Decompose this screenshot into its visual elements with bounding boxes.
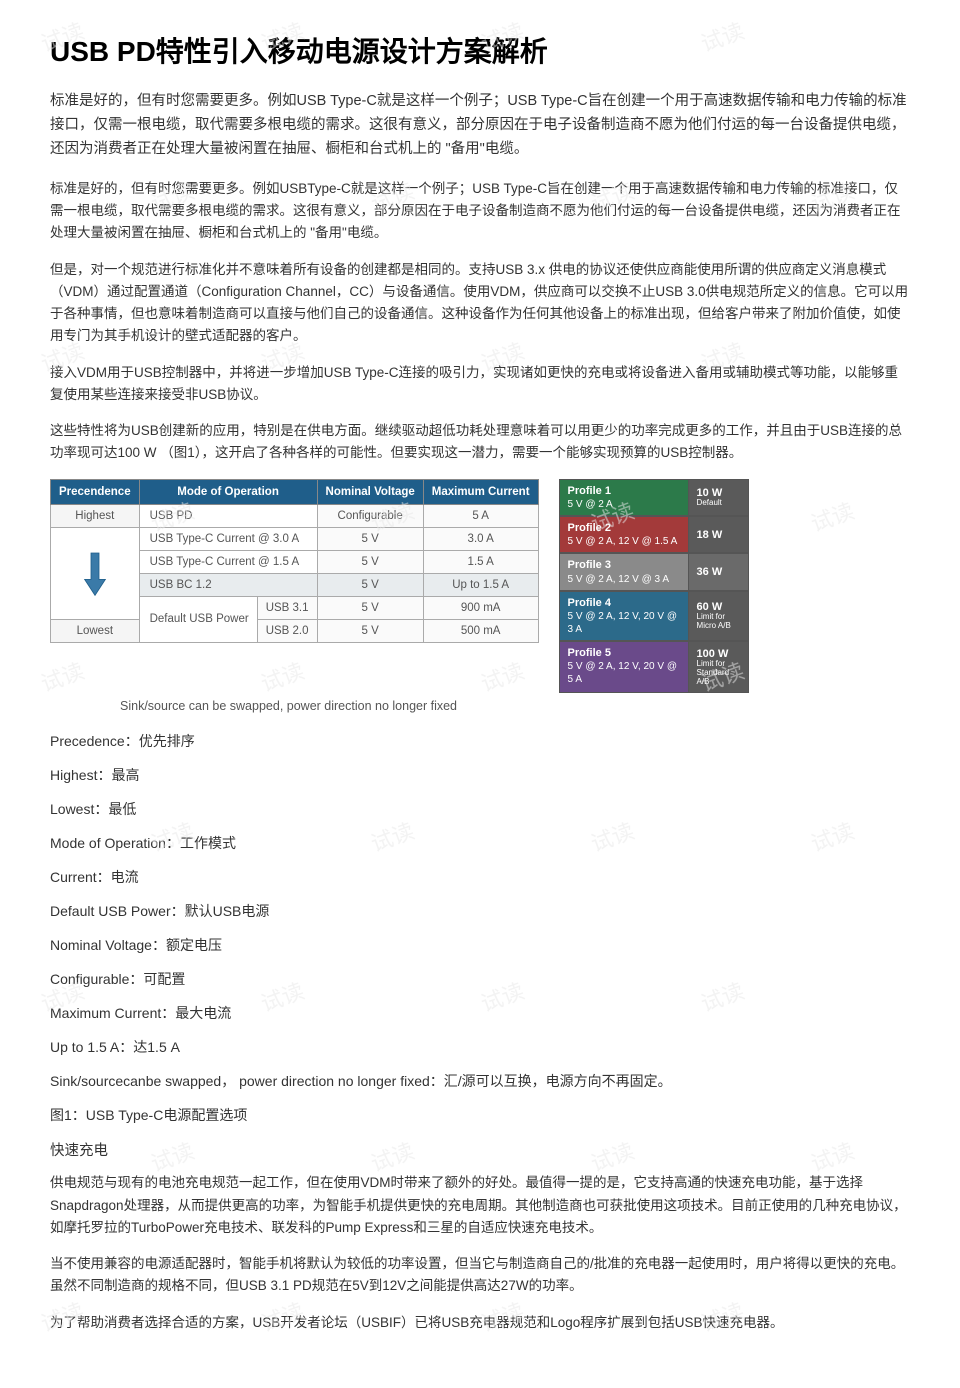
- cell-voltage: 5 V: [317, 527, 423, 550]
- paragraph: 当不使用兼容的电源适配器时，智能手机将默认为较低的功率设置，但当它与制造商自己的…: [50, 1253, 910, 1298]
- definition-line: Nominal Voltage：额定电压: [50, 935, 910, 955]
- cell-sub: USB 3.1: [257, 596, 317, 619]
- definition-line: Current：电流: [50, 867, 910, 887]
- profile-power: 100 WLimit for Standard A/B: [689, 641, 749, 693]
- definition-line: Configurable：可配置: [50, 969, 910, 989]
- paragraph: 标准是好的，但有时您需要更多。例如USB Type-C就是这样一个例子；USB …: [50, 90, 910, 162]
- profile-label: Profile 55 V @ 2 A, 12 V, 20 V @ 5 A: [559, 641, 689, 693]
- profile-power: 36 W: [689, 553, 749, 590]
- profile-row: Profile 55 V @ 2 A, 12 V, 20 V @ 5 A100 …: [559, 641, 749, 693]
- table-row: Lowest USB 2.0 5 V 500 mA: [51, 619, 539, 642]
- profile-power: 60 WLimit for Micro A/B: [689, 591, 749, 641]
- profile-label: Profile 35 V @ 2 A, 12 V @ 3 A: [559, 553, 689, 590]
- cell-mode: USB Type-C Current @ 1.5 A: [139, 550, 317, 573]
- th-current: Maximum Current: [423, 479, 538, 504]
- arrow-down-icon: [81, 549, 109, 597]
- paragraph: 供电规范与现有的电池充电规范一起工作，但在使用VDM时带来了额外的好处。最值得一…: [50, 1172, 910, 1239]
- cell-mode: Default USB Power: [139, 596, 257, 642]
- profile-label: Profile 25 V @ 2 A, 12 V @ 1.5 A: [559, 516, 689, 553]
- cell-current: 1.5 A: [423, 550, 538, 573]
- profile-row: Profile 25 V @ 2 A, 12 V @ 1.5 A18 W: [559, 516, 749, 553]
- precedence-arrow-cell: [51, 527, 140, 619]
- definition-line: Up to 1.5 A：达1.5 A: [50, 1037, 910, 1057]
- profile-power: 18 W: [689, 516, 749, 553]
- cell-lowest: Lowest: [51, 619, 140, 642]
- table-row: USB Type-C Current @ 3.0 A 5 V 3.0 A: [51, 527, 539, 550]
- th-voltage: Nominal Voltage: [317, 479, 423, 504]
- cell-sub: USB 2.0: [257, 619, 317, 642]
- cell-voltage: 5 V: [317, 619, 423, 642]
- subheading-fast-charge: 快速充电: [50, 1139, 910, 1160]
- definition-line: Lowest：最低: [50, 799, 910, 819]
- paragraph: 为了帮助消费者选择合适的方案，USB开发者论坛（USBIF）已将USB充电器规范…: [50, 1312, 910, 1334]
- cell-current: Up to 1.5 A: [423, 573, 538, 596]
- definition-line: Mode of Operation：工作模式: [50, 833, 910, 853]
- definition-line: Precedence：优先排序: [50, 731, 910, 751]
- cell-current: 900 mA: [423, 596, 538, 619]
- profile-row: Profile 15 V @ 2 A10 WDefault: [559, 479, 749, 516]
- precedence-table: Precendence Mode of Operation Nominal Vo…: [50, 479, 539, 643]
- th-precedence: Precendence: [51, 479, 140, 504]
- cell-mode: USB PD: [139, 504, 317, 527]
- cell-mode: USB BC 1.2: [139, 573, 317, 596]
- cell-highest: Highest: [51, 504, 140, 527]
- cell-current: 5 A: [423, 504, 538, 527]
- profile-label: Profile 15 V @ 2 A: [559, 479, 689, 516]
- profile-boxes: Profile 15 V @ 2 A10 WDefaultProfile 25 …: [559, 479, 749, 694]
- paragraph: 但是，对一个规范进行标准化并不意味着所有设备的创建都是相同的。支持USB 3.x…: [50, 259, 910, 348]
- table-header-row: Precendence Mode of Operation Nominal Vo…: [51, 479, 539, 504]
- definition-line: Default USB Power：默认USB电源: [50, 901, 910, 921]
- definition-line: 图1：USB Type-C电源配置选项: [50, 1105, 910, 1125]
- figure-1: Precendence Mode of Operation Nominal Vo…: [50, 479, 910, 694]
- paragraph: 标准是好的，但有时您需要更多。例如USBType-C就是这样一个例子；USB T…: [50, 178, 910, 245]
- table-caption: Sink/source can be swapped, power direct…: [120, 699, 910, 713]
- cell-voltage: 5 V: [317, 596, 423, 619]
- definition-line: Maximum Current：最大电流: [50, 1003, 910, 1023]
- paragraph: 这些特性将为USB创建新的应用，特别是在供电方面。继续驱动超低功耗处理意味着可以…: [50, 420, 910, 465]
- th-mode: Mode of Operation: [139, 479, 317, 504]
- table-row: Highest USB PD Configurable 5 A: [51, 504, 539, 527]
- page-title: USB PD特性引入移动电源设计方案解析: [50, 30, 910, 70]
- profile-label: Profile 45 V @ 2 A, 12 V, 20 V @ 3 A: [559, 591, 689, 641]
- cell-voltage: 5 V: [317, 550, 423, 573]
- cell-current: 500 mA: [423, 619, 538, 642]
- profile-power: 10 WDefault: [689, 479, 749, 516]
- cell-current: 3.0 A: [423, 527, 538, 550]
- cell-voltage: 5 V: [317, 573, 423, 596]
- definition-line: Sink/sourcecanbe swapped， power directio…: [50, 1071, 910, 1091]
- definition-line: Highest：最高: [50, 765, 910, 785]
- cell-voltage: Configurable: [317, 504, 423, 527]
- paragraph: 接入VDM用于USB控制器中，并将进一步增加USB Type-C连接的吸引力，实…: [50, 362, 910, 407]
- cell-mode: USB Type-C Current @ 3.0 A: [139, 527, 317, 550]
- profile-row: Profile 35 V @ 2 A, 12 V @ 3 A36 W: [559, 553, 749, 590]
- profile-row: Profile 45 V @ 2 A, 12 V, 20 V @ 3 A60 W…: [559, 591, 749, 641]
